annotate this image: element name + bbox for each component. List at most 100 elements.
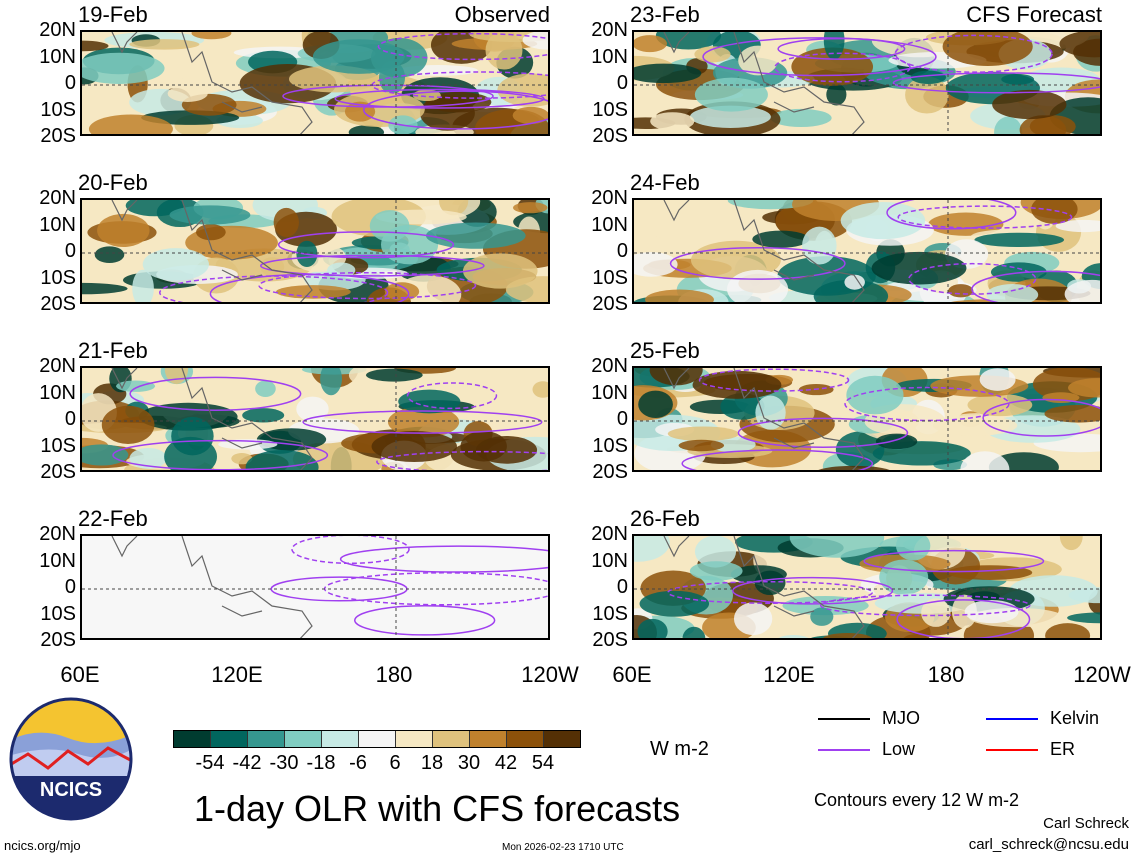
timestamp: Mon 2026-02-23 1710 UTC — [502, 842, 624, 853]
low-contour — [698, 368, 850, 392]
olr-anomaly-patch — [1044, 404, 1100, 423]
panel-date: 25-Feb — [630, 338, 700, 363]
lat-label: 20N — [591, 19, 628, 41]
olr-anomaly-patch — [645, 289, 714, 302]
olr-anomaly-patch — [979, 368, 1016, 391]
olr-anomaly-patch — [1059, 536, 1083, 551]
low-contour — [260, 254, 485, 277]
legend-line-mjo — [818, 717, 870, 720]
legend-line-er — [986, 748, 1038, 751]
olr-anomaly-patch — [512, 202, 548, 214]
lat-label: 20S — [592, 461, 628, 483]
olr-anomaly-patch — [720, 393, 765, 420]
colorbar-swatch — [470, 731, 507, 747]
lat-label: 0 — [64, 576, 76, 598]
low-contour — [971, 270, 1100, 302]
olr-anomaly-patch — [371, 430, 457, 463]
lat-label: 0 — [616, 576, 628, 598]
website: ncics.org/mjo — [4, 838, 81, 853]
colorbar-swatch — [359, 731, 396, 747]
olr-anomaly-patch — [752, 230, 810, 248]
olr-anomaly-patch — [948, 284, 974, 298]
olr-anomaly-patch — [273, 207, 299, 237]
panel-type-label: CFS Forecast — [966, 2, 1102, 27]
olr-anomaly-patch — [82, 40, 109, 52]
legend-label: ER — [1050, 739, 1076, 759]
olr-anomaly-patch — [895, 536, 931, 561]
low-contour — [844, 386, 1010, 422]
olr-anomaly-patch — [1068, 378, 1100, 398]
olr-anomaly-patch — [1059, 32, 1100, 58]
colorbar-swatch — [322, 731, 359, 747]
olr-anomaly-patch — [791, 47, 874, 86]
low-contour — [112, 439, 329, 470]
olr-anomaly-patch — [231, 453, 253, 465]
lon-label: 180 — [375, 662, 413, 687]
olr-anomaly-patch — [840, 201, 926, 240]
low-contour — [159, 275, 389, 302]
olr-anomaly-patch — [462, 253, 538, 289]
low-contour — [982, 398, 1100, 437]
lat-label: 10N — [591, 45, 628, 68]
legend-low: Low — [818, 739, 915, 760]
olr-anomaly-patch — [1064, 279, 1100, 302]
lat-label: 10N — [591, 549, 628, 572]
olr-anomaly-patch — [826, 83, 847, 106]
olr-anomaly-patch — [1019, 115, 1067, 134]
coastline — [111, 536, 313, 638]
olr-anomaly-patch — [129, 447, 167, 469]
coastline — [663, 32, 865, 134]
olr-anomaly-patch — [928, 212, 1004, 236]
olr-anomaly-patch — [986, 284, 1039, 302]
olr-anomaly-patch — [738, 45, 778, 76]
map-panel — [80, 534, 550, 640]
olr-anomaly-patch — [169, 205, 251, 225]
olr-anomaly-patch — [1067, 612, 1100, 624]
lat-label: 10N — [39, 45, 76, 68]
coastline — [663, 368, 865, 470]
olr-anomaly-patch — [532, 381, 548, 398]
lon-label: 120W — [521, 662, 579, 687]
low-contour — [277, 231, 455, 259]
map-panel — [632, 366, 1102, 472]
lat-label: 20N — [591, 355, 628, 377]
lat-label: 20S — [40, 125, 76, 147]
olr-anomaly-patch — [296, 396, 329, 422]
colorbar-swatch — [285, 731, 322, 747]
author-email: carl_schreck@ncsu.edu — [968, 836, 1129, 853]
olr-anomaly-patch — [320, 368, 342, 396]
olr-anomaly-patch — [947, 565, 1033, 580]
olr-anomaly-patch — [196, 224, 226, 241]
olr-anomaly-patch — [726, 269, 789, 302]
colorbar-swatch — [396, 731, 433, 747]
author: Carl Schreck — [1043, 815, 1129, 832]
olr-anomaly-patch — [974, 232, 1065, 248]
lat-label: 10N — [39, 381, 76, 404]
colorbar-tick-label: 42 — [494, 752, 518, 774]
low-contour — [737, 417, 909, 448]
olr-anomaly-patch — [132, 269, 154, 302]
map-panel — [632, 198, 1102, 304]
legend-mjo: MJO — [818, 708, 920, 729]
olr-anomaly-patch — [692, 370, 782, 399]
olr-anomaly-patch — [1055, 219, 1100, 233]
olr-anomaly-patch — [649, 368, 703, 386]
low-contour — [258, 271, 477, 300]
olr-anomaly-patch — [425, 222, 526, 249]
colorbar-swatch — [174, 731, 211, 747]
low-contour — [863, 549, 1045, 573]
olr-anomaly-patch — [389, 242, 410, 257]
map-panel — [632, 30, 1102, 136]
figure-title: 1-day OLR with CFS forecasts — [194, 788, 681, 829]
ncics-logo: NCICS — [8, 696, 134, 822]
lat-label: 0 — [64, 240, 76, 262]
low-contour — [406, 382, 498, 410]
lat-label: 20S — [40, 629, 76, 651]
olr-anomaly-patch — [778, 635, 809, 638]
olr-anomaly-patch — [789, 536, 885, 558]
lat-label: 20S — [40, 461, 76, 483]
olr-anomaly-patch — [142, 248, 209, 281]
olr-anomaly-patch — [638, 390, 673, 419]
panel-type-label: Observed — [454, 2, 550, 27]
low-contour — [702, 37, 937, 77]
